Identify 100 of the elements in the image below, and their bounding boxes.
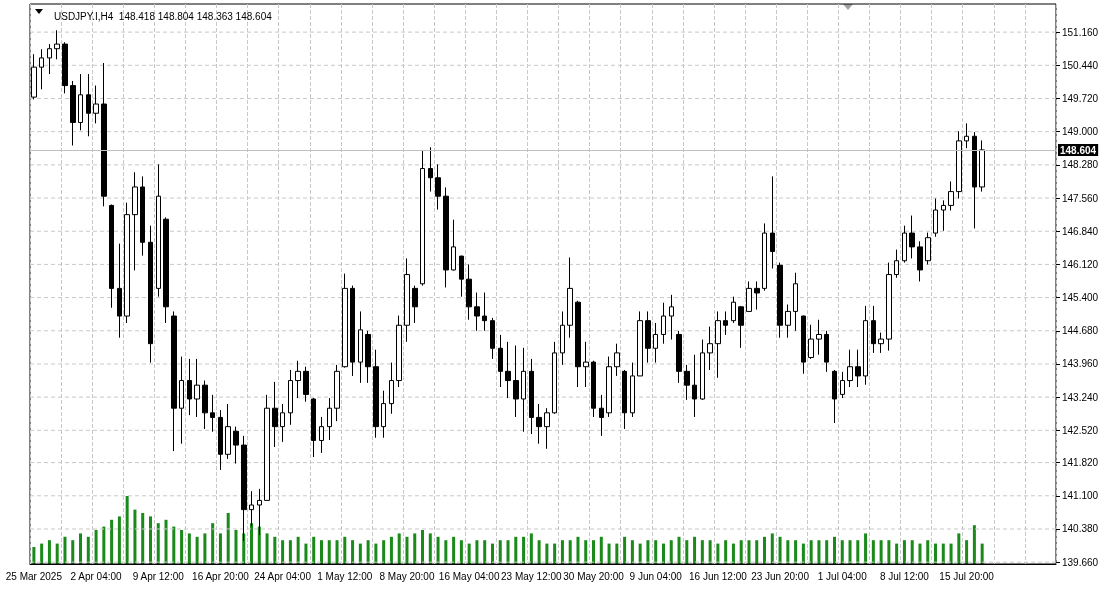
candlestick: [707, 326, 713, 371]
candlestick: [39, 48, 44, 90]
bar: [180, 530, 184, 564]
candlestick: [777, 262, 783, 339]
candlestick: [404, 257, 410, 343]
candlestick: [381, 390, 386, 439]
candlestick: [816, 319, 822, 356]
bar: [700, 540, 704, 564]
x-tick-label: 1 May 12:00: [317, 570, 373, 582]
y-tick-label: 140.380: [1062, 523, 1099, 535]
x-tick-label: 8 Jul 12:00: [879, 570, 930, 582]
x-tick-label: 23 Jun 20:00: [751, 570, 810, 582]
bar: [910, 540, 914, 564]
bar: [397, 533, 401, 564]
bar: [506, 540, 510, 564]
bar: [576, 536, 580, 564]
bar: [79, 533, 83, 564]
y-tick-label: 145.400: [1062, 292, 1099, 304]
candlestick: [295, 360, 301, 399]
bar: [856, 540, 860, 564]
bar: [755, 540, 759, 564]
candlestick: [536, 403, 542, 445]
candlestick: [451, 219, 456, 271]
bar: [172, 526, 176, 564]
bar: [405, 536, 409, 564]
x-tick-label: 2 Apr 04:00: [70, 570, 123, 582]
bar: [724, 540, 728, 564]
bar: [187, 533, 191, 564]
candlestick: [202, 380, 208, 430]
candlestick: [715, 310, 721, 379]
bar: [599, 536, 603, 564]
bar: [102, 526, 106, 564]
bar: [366, 540, 370, 564]
candlestick: [824, 330, 829, 373]
candlestick: [117, 243, 122, 339]
candlestick: [187, 358, 192, 416]
bar: [957, 533, 961, 564]
candlestick: [622, 369, 627, 430]
bar: [770, 533, 774, 564]
bar: [646, 540, 650, 564]
candlestick: [731, 296, 736, 324]
bar: [218, 533, 222, 564]
candlestick: [956, 130, 962, 199]
bar: [763, 536, 767, 564]
candlestick: [342, 273, 348, 369]
candlestick: [575, 300, 581, 388]
candlestick: [327, 397, 332, 441]
candlestick: [156, 163, 161, 298]
candlestick: [218, 409, 223, 471]
candlestick: [700, 339, 705, 401]
ref-line-label: 148.604: [1060, 144, 1097, 156]
bar: [40, 543, 44, 564]
y-tick-label: 149.720: [1062, 92, 1099, 104]
x-tick-label: 25 Mar 2025: [5, 570, 63, 582]
bar: [32, 547, 36, 564]
bar: [817, 540, 821, 564]
y-tick-label: 141.100: [1062, 490, 1099, 502]
y-tick-label: 146.840: [1062, 225, 1099, 237]
bar: [568, 540, 572, 564]
candlestick: [948, 180, 954, 211]
candlestick: [334, 364, 340, 422]
candlestick: [101, 62, 107, 207]
bar: [459, 540, 463, 564]
bar: [389, 536, 393, 564]
x-tick-label: 16 Jun 12:00: [688, 570, 748, 582]
candlestick: [933, 198, 938, 238]
candlestick: [474, 292, 480, 332]
candlestick: [909, 215, 915, 259]
bar: [475, 540, 479, 564]
candlestick: [871, 305, 876, 354]
bar: [980, 543, 984, 564]
candlestick: [979, 139, 985, 193]
candlestick: [676, 330, 682, 384]
bar: [848, 540, 852, 564]
candlestick: [498, 334, 503, 388]
bar: [203, 533, 207, 564]
candlestick: [808, 324, 814, 360]
candlestick: [140, 175, 145, 257]
bar: [226, 513, 230, 564]
candlestick: [280, 403, 285, 443]
candlestick: [894, 249, 899, 279]
candlestick: [591, 360, 596, 418]
candlestick: [365, 330, 371, 384]
bar: [832, 536, 836, 564]
bar: [327, 540, 331, 564]
bar: [840, 540, 844, 564]
candlestick: [917, 240, 923, 282]
x-tick-label: 16 May 04:00: [438, 570, 500, 582]
bar: [941, 543, 945, 564]
bar: [630, 540, 634, 564]
bar: [871, 540, 875, 564]
bar: [351, 540, 355, 564]
bar: [47, 540, 51, 564]
candlestick: [466, 263, 472, 321]
candlestick: [583, 341, 589, 388]
x-tick-label: 9 Jun 04:00: [629, 570, 683, 582]
candlestick: [972, 131, 977, 229]
bar: [514, 536, 518, 564]
candlestick: [941, 199, 946, 232]
bar: [335, 540, 339, 564]
